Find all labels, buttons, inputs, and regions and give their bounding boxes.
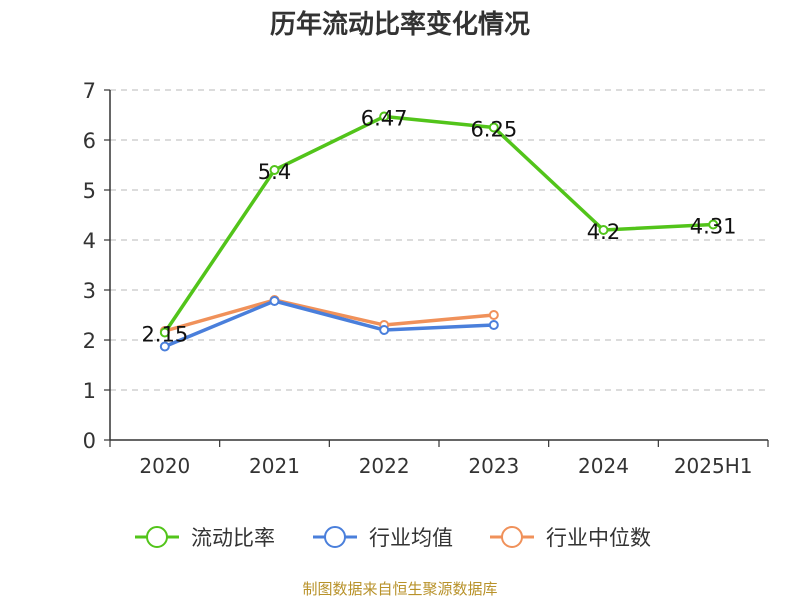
series-lines [159,111,719,352]
legend: 流动比率 行业均值 行业中位数 [135,526,651,550]
y-tick-label: 2 [83,329,96,353]
series-line [164,298,494,333]
x-tick-label: 2022 [359,454,410,478]
x-tick-label: 2025H1 [674,454,753,478]
chart-title: 历年流动比率变化情况 [269,10,530,40]
x-tick-label: 2024 [578,454,629,478]
data-point [488,122,499,133]
series-line [164,299,494,349]
data-point [159,327,170,338]
data-label: 2.15 [141,323,188,347]
y-tick-label: 6 [83,129,96,153]
legend-label: 流动比率 [191,526,275,550]
data-label: 4.2 [587,220,620,244]
x-tick-label: 2023 [468,454,519,478]
y-tick-label: 7 [83,79,96,103]
source-note: 制图数据来自恒生聚源数据库 [302,580,498,598]
grid-lines [110,89,768,391]
y-tick-label: 4 [83,229,96,253]
data-label: 5.4 [258,160,291,184]
data-point [488,320,499,330]
axes: 0 1 2 3 4 5 6 7 2020 2021 2022 2023 2024 2025H1 [83,79,769,478]
data-point [598,225,609,235]
data-point [269,165,280,175]
data-label: 6.25 [470,118,517,142]
data-point [269,296,280,306]
data-label: 4.31 [690,215,737,239]
legend-marker [324,526,346,548]
data-point [379,111,390,122]
series-line [163,114,714,334]
legend-marker [501,526,523,548]
data-point [159,341,170,352]
data-point [708,219,719,230]
data-point [488,310,499,320]
data-point [379,325,390,335]
x-tick-label: 2020 [139,454,190,478]
y-tick-label: 3 [83,279,96,303]
y-tick-label: 1 [83,379,96,403]
data-label: 6.47 [361,107,408,131]
legend-marker [146,526,168,548]
y-tick-label: 0 [83,429,96,453]
legend-label: 行业均值 [369,526,453,550]
legend-label: 行业中位数 [546,526,651,550]
data-labels: 2.15 5.4 6.47 6.25 4.2 4.31 [141,107,736,347]
y-tick-label: 5 [83,179,96,203]
x-tick-label: 2021 [249,454,300,478]
